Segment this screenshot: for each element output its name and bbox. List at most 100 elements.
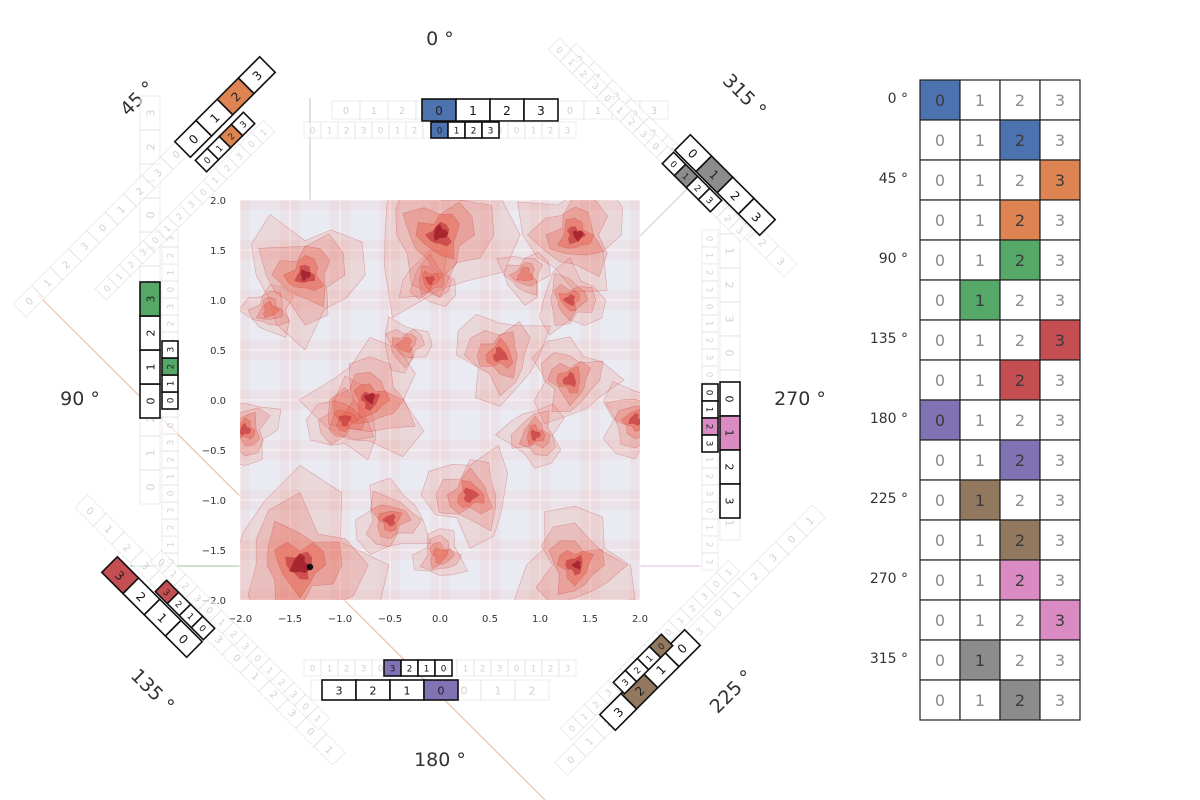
legend-cell-label: 3: [1055, 371, 1065, 390]
strip-cell-label: 0: [144, 398, 157, 405]
contour-level: [240, 422, 252, 437]
strip-cell-label: 1: [167, 569, 178, 580]
legend-table: 0 1 2 30 °0 1 2 30 1 2 345 °0 1 2 30 1 2 390 °0 1 2 30 1 2 31…: [870, 79, 1081, 721]
legend-cell: [1039, 279, 1081, 321]
strip-cell-label: 2: [703, 338, 713, 344]
strip-cell: [523, 98, 559, 122]
contour-wash: [240, 590, 640, 600]
angle-label-90: 90 °: [60, 388, 100, 410]
strip-cell: [313, 733, 346, 766]
legend-cell-label: 0: [935, 411, 945, 430]
strip-cell-label: 1: [144, 364, 157, 371]
strip-cell-label: 2: [167, 321, 177, 327]
strip-cell: [423, 679, 459, 701]
x-tick-label: −0.5: [378, 614, 402, 625]
legend-cell: [999, 679, 1041, 721]
y-tick-label: −2.0: [202, 596, 226, 607]
contour-level: [338, 414, 352, 427]
strip-cell-label: 3: [235, 151, 246, 162]
contour-level: [385, 316, 433, 374]
legend-cell-label: 3: [1055, 451, 1065, 470]
contour-level: [391, 333, 417, 359]
position-marker: [306, 563, 314, 571]
strip-cell-label: 0: [553, 45, 564, 56]
contour-level: [463, 487, 480, 504]
strip-cell-label: 3: [734, 226, 745, 237]
strip-cell-label: 2: [172, 600, 183, 611]
legend-row-label: 135 °: [870, 331, 908, 347]
strip-cell-label: 0: [703, 508, 713, 514]
strip-cell-label: 0: [567, 723, 578, 734]
legend-cell: [919, 639, 961, 681]
strip-cell-label: 2: [723, 464, 736, 471]
legend-cell-label: 3: [1055, 691, 1065, 710]
legend-cell-label: 1: [975, 291, 985, 310]
strip-cell-label: 2: [503, 104, 511, 118]
legend-cell-label: 1: [975, 571, 985, 590]
strip-cell-label: 1: [565, 57, 576, 68]
strip-cell-label: 1: [613, 106, 624, 117]
strip-cell-label: 2: [407, 665, 413, 675]
strip-cell-label: 0: [203, 606, 214, 617]
contour-wash: [240, 540, 640, 560]
contour-level: [395, 200, 495, 298]
strip-cell-label: 3: [637, 130, 648, 141]
legend-cell: [1039, 159, 1081, 201]
legend-cell-label: 0: [935, 291, 945, 310]
legend-cell-label: 1: [975, 411, 985, 430]
legend-cell-label: 0: [935, 651, 945, 670]
legend-cell-label: 2: [1015, 531, 1025, 550]
contour-level: [628, 413, 640, 426]
strip-cell: [230, 111, 256, 137]
strip-cell: [737, 197, 777, 237]
legend-cell-label: 0: [935, 371, 945, 390]
contour-level: [247, 290, 291, 326]
legend-row-label: 270 °: [870, 571, 908, 587]
contour-level: [605, 398, 640, 449]
strip-cell-label: 1: [211, 176, 222, 187]
strip-cell-label: 3: [144, 110, 157, 117]
angle-label-225: 225 °: [706, 666, 758, 718]
x-tick-label: 2.0: [632, 614, 648, 625]
legend-cell-label: 1: [975, 171, 985, 190]
strip-cell-label: 0: [567, 106, 573, 117]
legend-cell: [1039, 479, 1081, 521]
legend-cell: [1039, 519, 1081, 561]
strip-cell-label: 2: [703, 542, 713, 548]
y-tick-label: −0.5: [202, 446, 226, 457]
strip-row: 0 1 2 3: [719, 381, 741, 519]
legend-cell: [999, 239, 1041, 281]
contour-level: [394, 336, 413, 353]
contour-level: [496, 252, 552, 306]
strip-cell: [250, 119, 276, 145]
strip-cell-label: 2: [625, 118, 636, 129]
strip-cell-label: 2: [227, 630, 238, 641]
strip-cell-label: 1: [167, 381, 177, 387]
strip-cell-label: 2: [144, 416, 157, 423]
strip-cell: [697, 187, 723, 213]
strip-cell-label: 2: [126, 260, 137, 271]
contour-level: [432, 547, 449, 564]
legend-cell: [999, 479, 1041, 521]
legend-cell: [959, 519, 1001, 561]
contour-wash: [240, 440, 640, 460]
strip-cell: [701, 552, 719, 571]
strip-cell-label: 0: [144, 212, 157, 219]
legend-cell-label: 0: [935, 331, 945, 350]
legend-row-label: 180 °: [870, 411, 908, 427]
legend-cell: [1039, 639, 1081, 681]
legend-cell: [1039, 119, 1081, 161]
strip-cell-label: 0: [712, 579, 723, 590]
strip-cell-label: 2: [688, 603, 699, 614]
strip-cell-label: 3: [167, 347, 177, 353]
contour-level: [494, 403, 565, 469]
strip-cell-label: 1: [327, 127, 333, 137]
y-tick-labels: 2.0 1.5 1.0 0.5 0.0 −0.5 −1.0 −1.5 −2.0: [202, 196, 226, 607]
strip-cell-label: 1: [595, 106, 601, 117]
legend-row-label: 45 °: [879, 171, 908, 187]
strip-cell-label: 1: [184, 612, 195, 623]
legend-cell-label: 0: [935, 611, 945, 630]
strip-cell-label: 1: [495, 684, 502, 697]
strip-cell-label: 3: [160, 588, 171, 599]
